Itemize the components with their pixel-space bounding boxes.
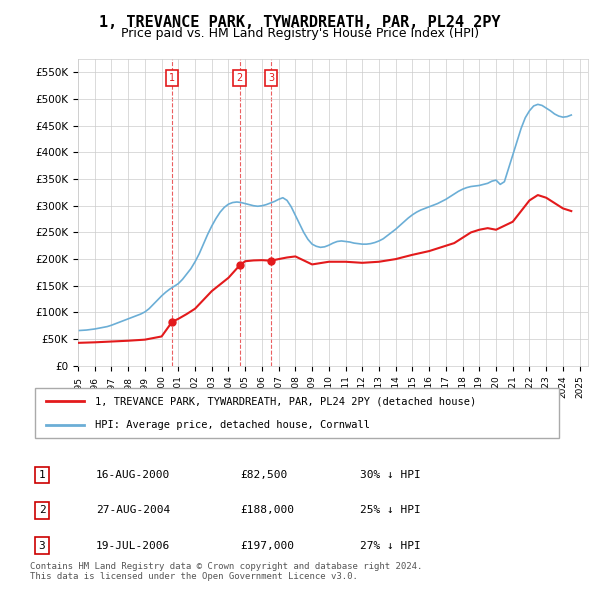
Text: 16-AUG-2000: 16-AUG-2000 (96, 470, 170, 480)
Text: £197,000: £197,000 (240, 541, 294, 550)
Text: 1: 1 (38, 470, 46, 480)
Text: £82,500: £82,500 (240, 470, 287, 480)
Text: 2: 2 (38, 506, 46, 515)
Text: 25% ↓ HPI: 25% ↓ HPI (360, 506, 421, 515)
Text: £188,000: £188,000 (240, 506, 294, 515)
Text: 27-AUG-2004: 27-AUG-2004 (96, 506, 170, 515)
Text: 3: 3 (268, 73, 274, 83)
Text: Price paid vs. HM Land Registry's House Price Index (HPI): Price paid vs. HM Land Registry's House … (121, 27, 479, 40)
FancyBboxPatch shape (35, 388, 559, 438)
Text: 19-JUL-2006: 19-JUL-2006 (96, 541, 170, 550)
Text: 1, TREVANCE PARK, TYWARDREATH, PAR, PL24 2PY: 1, TREVANCE PARK, TYWARDREATH, PAR, PL24… (99, 15, 501, 30)
Text: Contains HM Land Registry data © Crown copyright and database right 2024.
This d: Contains HM Land Registry data © Crown c… (30, 562, 422, 581)
Text: 27% ↓ HPI: 27% ↓ HPI (360, 541, 421, 550)
Text: 2: 2 (236, 73, 242, 83)
Text: HPI: Average price, detached house, Cornwall: HPI: Average price, detached house, Corn… (95, 419, 370, 430)
Text: 1: 1 (169, 73, 175, 83)
Text: 3: 3 (38, 541, 46, 550)
Text: 30% ↓ HPI: 30% ↓ HPI (360, 470, 421, 480)
Text: 1, TREVANCE PARK, TYWARDREATH, PAR, PL24 2PY (detached house): 1, TREVANCE PARK, TYWARDREATH, PAR, PL24… (95, 396, 476, 407)
